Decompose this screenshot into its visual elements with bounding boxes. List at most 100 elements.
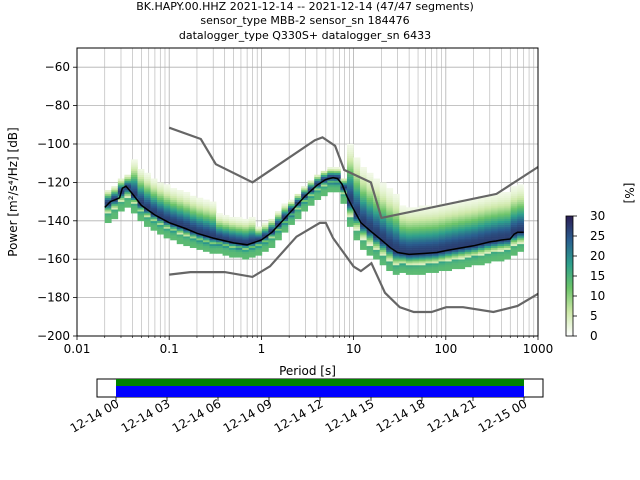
psd-cell (405, 213, 413, 216)
psd-cell (340, 195, 348, 199)
psd-cell (366, 201, 374, 204)
psd-cell (418, 249, 426, 252)
psd-cell (130, 197, 138, 200)
psd-cell (412, 218, 420, 222)
psd-cell (353, 184, 361, 187)
psd-cell (392, 215, 400, 218)
psd-cell (176, 240, 184, 243)
psd-cell (274, 220, 282, 224)
psd-cell (294, 209, 302, 212)
psd-cell (425, 261, 433, 264)
psd-cell (425, 228, 433, 231)
psd-cell (510, 245, 518, 248)
psd-cell (255, 238, 263, 241)
psd-cell (399, 209, 407, 212)
psd-cell (464, 264, 472, 268)
psd-cell (189, 213, 197, 216)
psd-cell (438, 247, 446, 250)
psd-cell (333, 174, 341, 177)
psd-cell (346, 222, 354, 225)
psd-cell (497, 197, 505, 200)
psd-cell (477, 216, 485, 220)
psd-cell (418, 243, 426, 247)
psd-cell (189, 207, 197, 210)
psd-cell (386, 188, 394, 191)
psd-cell (144, 195, 151, 199)
psd-cell (477, 255, 485, 258)
psd-cell (222, 241, 230, 245)
psd-cell (490, 245, 498, 248)
psd-cell (130, 190, 138, 193)
psd-cell (242, 222, 250, 225)
psd-cell (104, 207, 112, 210)
x-tick-label: 10 (346, 342, 361, 356)
psd-cell (392, 261, 400, 264)
psd-cell (471, 255, 479, 258)
psd-cell (517, 236, 525, 239)
psd-cell (412, 234, 420, 237)
psd-cell (399, 215, 407, 218)
psd-cell (490, 259, 498, 262)
psd-cell (130, 211, 138, 214)
psd-cell (379, 215, 387, 218)
x-tick-label: 0.01 (64, 342, 91, 356)
psd-cell (477, 261, 485, 264)
psd-cell (288, 207, 295, 210)
psd-cell (111, 195, 119, 199)
psd-cell (288, 215, 295, 218)
psd-cell (104, 205, 112, 208)
psd-cell (438, 238, 446, 241)
psd-cell (216, 218, 223, 222)
psd-cell (144, 174, 151, 177)
psd-cell (137, 170, 145, 174)
psd-cell (346, 174, 354, 177)
psd-cell (510, 253, 518, 256)
psd-cell (353, 222, 361, 225)
psd-cell (399, 270, 407, 273)
psd-cell (425, 238, 433, 241)
psd-cell (176, 201, 184, 204)
psd-cell (464, 226, 472, 229)
psd-cell (235, 232, 243, 235)
psd-cell (346, 207, 354, 210)
psd-cell (373, 243, 380, 247)
psd-cell (268, 218, 276, 222)
psd-cell (418, 218, 426, 222)
psd-cell (386, 209, 394, 212)
psd-cell (510, 238, 518, 241)
psd-cell (445, 251, 453, 254)
psd-cell (510, 216, 518, 220)
psd-cell (418, 268, 426, 272)
psd-cell (353, 197, 361, 200)
psd-cell (320, 184, 328, 187)
psd-cell (209, 216, 217, 220)
psd-cell (497, 224, 505, 227)
psd-cell (124, 192, 132, 195)
psd-cell (425, 247, 433, 250)
psd-cell (504, 251, 511, 254)
psd-cell (451, 266, 459, 270)
psd-cell (130, 159, 138, 162)
psd-cell (484, 213, 492, 216)
psd-cell (144, 192, 151, 195)
psd-cell (490, 199, 498, 202)
psd-cell (235, 222, 243, 225)
psd-cell (412, 263, 420, 266)
psd-cell (150, 190, 158, 193)
psd-cell (412, 224, 420, 227)
psd-cell (111, 186, 119, 189)
psd-cell (229, 255, 236, 258)
psd-cell (189, 224, 197, 227)
psd-cell (399, 226, 407, 229)
psd-cell (150, 216, 158, 220)
psd-cell (477, 199, 485, 202)
psd-cell (157, 215, 164, 218)
psd-cell (124, 190, 132, 193)
psd-cell (399, 220, 407, 224)
psd-cell (517, 226, 525, 229)
psd-cell (412, 215, 420, 218)
psd-cell (255, 247, 263, 250)
psd-cell (366, 236, 374, 239)
psd-cell (281, 220, 289, 224)
psd-cell (366, 240, 374, 243)
